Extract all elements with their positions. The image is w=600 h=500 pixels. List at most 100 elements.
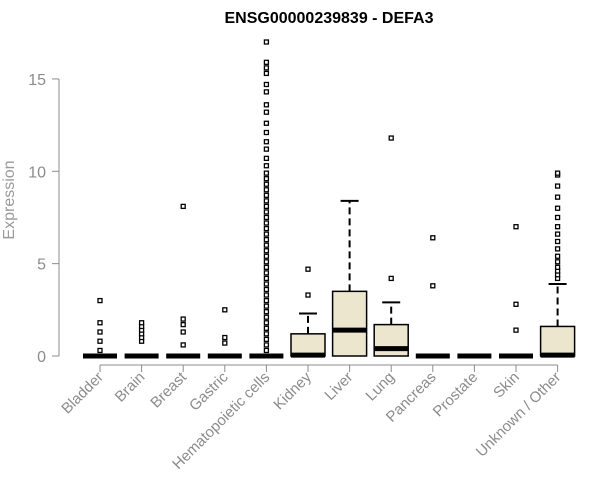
- outlier-point: [263, 192, 270, 198]
- outlier-point: [263, 264, 270, 270]
- y-tick-label: 10: [28, 164, 46, 181]
- outlier-point: [263, 342, 270, 348]
- outlier-point: [554, 246, 561, 252]
- outlier-point: [554, 259, 561, 265]
- outlier-point: [513, 301, 519, 307]
- outlier-point: [513, 224, 519, 230]
- outlier-point: [263, 286, 270, 293]
- outlier-point: [263, 331, 270, 337]
- outlier-point: [554, 238, 561, 245]
- box-group: [373, 135, 409, 357]
- x-tick-label: Skin: [490, 369, 523, 402]
- outlier-point: [263, 309, 270, 315]
- outlier-point: [554, 170, 561, 176]
- box-group: [331, 199, 368, 357]
- outlier-point: [263, 275, 270, 282]
- box-group: [499, 224, 533, 359]
- box-body: [331, 290, 368, 357]
- outlier-point: [263, 242, 270, 248]
- x-tick-label: Prostate: [430, 369, 482, 421]
- outlier-point: [305, 266, 311, 272]
- outlier-point: [554, 264, 561, 270]
- box-group: [207, 307, 242, 359]
- outlier-point: [263, 139, 270, 145]
- outlier-point: [263, 70, 270, 77]
- outlier-point: [263, 220, 270, 226]
- outlier-point: [263, 89, 270, 95]
- x-tick-label: Liver: [321, 369, 356, 404]
- outlier-point: [180, 316, 186, 322]
- outlier-point: [180, 203, 186, 210]
- outlier-point: [263, 65, 270, 71]
- outlier-point: [263, 120, 270, 126]
- box-group: [166, 203, 201, 359]
- outlier-point: [263, 59, 270, 65]
- outlier-point: [180, 329, 186, 335]
- outlier-point: [554, 253, 561, 259]
- chart-title: ENSG00000239839 - DEFA3: [224, 10, 433, 27]
- outlier-point: [305, 292, 311, 298]
- outlier-point: [263, 259, 270, 265]
- outlier-point: [263, 203, 270, 210]
- outlier-point: [554, 205, 561, 211]
- outlier-point: [554, 194, 561, 200]
- box-group: [290, 266, 326, 358]
- outlier-point: [222, 307, 228, 313]
- outlier-point: [263, 81, 270, 88]
- outlier-point: [263, 129, 270, 136]
- outlier-point: [263, 214, 270, 221]
- box-group: [415, 235, 450, 359]
- outlier-point: [388, 135, 394, 141]
- outlier-point: [263, 236, 270, 243]
- y-tick-label: 5: [37, 257, 46, 274]
- x-tick-label: Breast: [147, 368, 190, 411]
- outlier-point: [263, 181, 270, 187]
- outlier-point: [263, 198, 270, 204]
- outlier-point: [263, 253, 270, 259]
- outlier-point: [263, 320, 270, 326]
- outlier-point: [263, 155, 270, 162]
- boxes-layer: [83, 39, 576, 359]
- box-group: [83, 297, 117, 359]
- outlier-point: [97, 338, 103, 344]
- y-tick-label: 0: [37, 349, 46, 366]
- outlier-point: [263, 146, 270, 152]
- outlier-point: [263, 297, 270, 304]
- y-axis: 0 5 10 15: [28, 72, 60, 366]
- box-body: [373, 323, 409, 357]
- x-tick-label: Kidney: [270, 368, 315, 413]
- box-group: [539, 170, 576, 358]
- outlier-point: [263, 325, 270, 331]
- outlier-point: [180, 342, 186, 348]
- outlier-point: [97, 297, 103, 304]
- outlier-point: [138, 320, 145, 326]
- outlier-point: [554, 214, 561, 221]
- y-axis-label: Expression: [1, 160, 18, 239]
- outlier-point: [263, 187, 270, 193]
- outlier-point: [263, 102, 270, 108]
- outlier-point: [263, 336, 270, 343]
- outlier-point: [97, 320, 103, 326]
- box-group: [124, 320, 159, 359]
- x-tick-label: Lung: [362, 369, 398, 405]
- outlier-point: [263, 225, 270, 232]
- outlier-point: [263, 209, 270, 215]
- outlier-point: [263, 248, 270, 254]
- box-body: [539, 325, 576, 357]
- outlier-point: [263, 281, 270, 287]
- outlier-point: [430, 235, 436, 241]
- outlier-point: [263, 39, 270, 45]
- outlier-point: [263, 270, 270, 276]
- outlier-point: [263, 170, 270, 176]
- x-tick-label: Bladder: [58, 369, 107, 418]
- y-tick-label: 15: [28, 72, 46, 89]
- outlier-point: [513, 327, 519, 333]
- outlier-point: [263, 163, 270, 169]
- outlier-point: [97, 347, 103, 354]
- outlier-point: [263, 303, 270, 309]
- x-tick-label: Brain: [112, 369, 149, 406]
- outlier-point: [554, 183, 561, 189]
